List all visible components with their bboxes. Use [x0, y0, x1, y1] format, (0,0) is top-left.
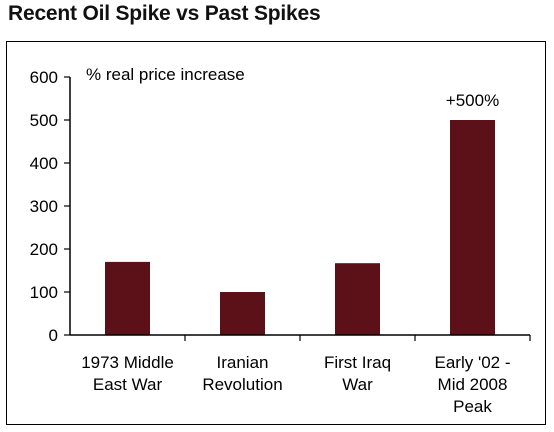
x-axis-labels: 1973 Middle East War Iranian Revolution Firs…: [81, 335, 531, 416]
bar: [450, 120, 495, 335]
y-tick-label: 300: [30, 197, 58, 216]
x-tick-label: Mid 2008: [438, 375, 508, 394]
data-label: +500%: [446, 91, 499, 110]
y-tick-label: 0: [49, 326, 58, 345]
bar: [335, 263, 380, 335]
bar: [220, 292, 265, 335]
x-tick-label: First Iraq: [324, 353, 391, 372]
data-labels: +500%: [446, 91, 499, 110]
y-axis-ticks: 0 100 200 300 400 500 600: [30, 68, 70, 345]
bars: [105, 120, 495, 335]
x-tick-label: War: [342, 375, 373, 394]
y-tick-label: 100: [30, 283, 58, 302]
chart-title: Recent Oil Spike vs Past Spikes: [8, 2, 321, 25]
x-tick-label: East War: [93, 375, 163, 394]
y-tick-label: 600: [30, 68, 58, 87]
y-tick-label: 400: [30, 154, 58, 173]
x-tick-label: Revolution: [202, 375, 282, 394]
y-axis-label: % real price increase: [86, 65, 245, 84]
y-tick-label: 200: [30, 240, 58, 259]
y-tick-label: 500: [30, 111, 58, 130]
x-tick-label: Peak: [453, 397, 492, 416]
chart-frame: [6, 41, 546, 425]
x-tick-label: 1973 Middle: [81, 353, 174, 372]
x-tick-label: Iranian: [217, 353, 269, 372]
bar: [105, 261, 150, 335]
x-tick-label: Early '02 -: [435, 353, 511, 372]
